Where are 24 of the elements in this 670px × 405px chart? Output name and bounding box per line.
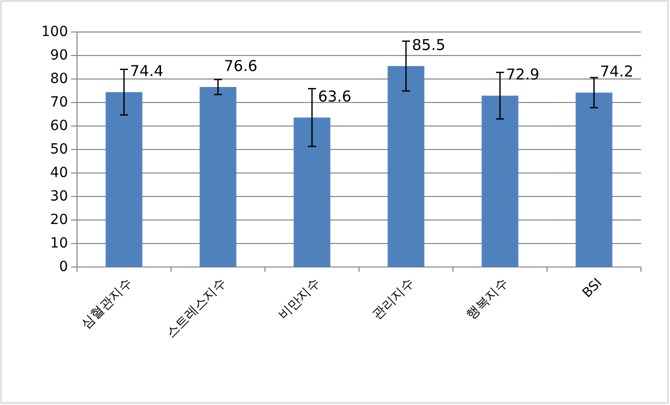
y-tick-label: 20 <box>50 212 68 228</box>
data-label: 74.2 <box>600 62 634 81</box>
y-tick-label: 10 <box>50 236 68 252</box>
data-label: 85.5 <box>412 36 446 54</box>
data-label: 72.9 <box>506 66 540 84</box>
y-tick-label: 100 <box>41 24 68 40</box>
bar <box>294 118 330 267</box>
bar <box>106 92 142 267</box>
bar <box>200 86 236 267</box>
y-tick-label: 70 <box>50 94 68 110</box>
y-tick-label: 0 <box>59 259 68 275</box>
y-tick-label: 30 <box>50 188 68 204</box>
data-label: 63.6 <box>318 88 352 106</box>
y-tick-label: 40 <box>50 165 68 181</box>
x-tick-label: BSI <box>580 276 606 301</box>
data-label: 74.4 <box>130 62 164 80</box>
bar <box>388 66 424 267</box>
y-tick-label: 90 <box>50 48 68 64</box>
data-label: 76.6 <box>224 56 258 75</box>
bar <box>576 92 612 267</box>
bar <box>482 96 518 267</box>
y-tick-label: 80 <box>50 71 68 87</box>
y-tick-label: 60 <box>50 118 68 134</box>
y-tick-label: 50 <box>50 142 68 158</box>
